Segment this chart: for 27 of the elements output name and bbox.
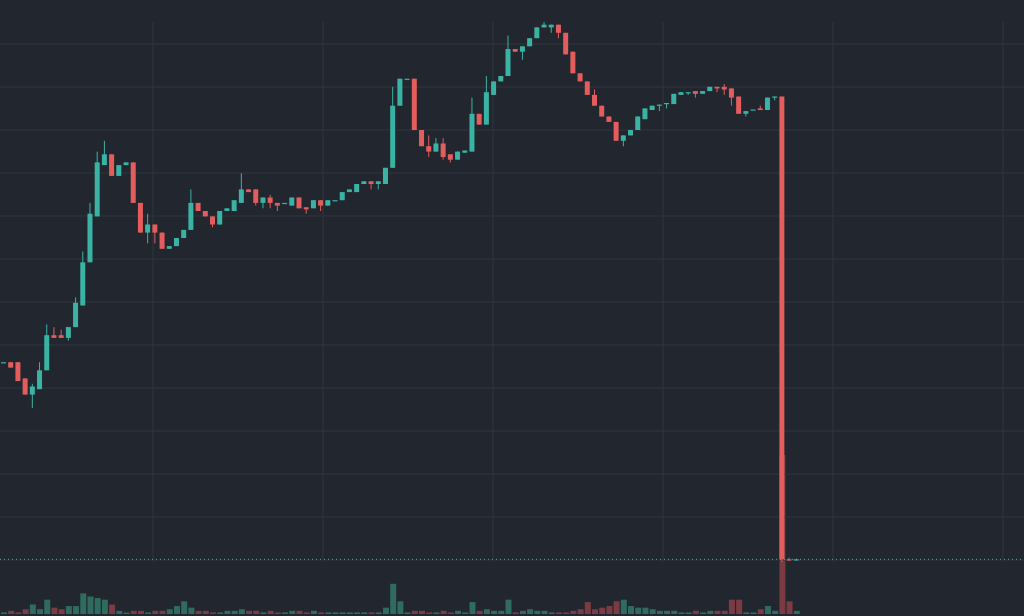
bar xyxy=(793,610,800,614)
bar xyxy=(505,599,512,614)
candlestick xyxy=(37,361,43,390)
candlestick xyxy=(260,197,266,209)
bar xyxy=(22,609,29,614)
candlestick xyxy=(440,137,446,161)
candlestick xyxy=(145,213,151,244)
bar xyxy=(159,610,166,614)
bar xyxy=(310,610,317,614)
bar xyxy=(692,610,699,614)
bar xyxy=(476,610,483,614)
bar xyxy=(152,610,159,614)
bar xyxy=(109,604,116,614)
candlestick xyxy=(238,172,244,204)
bar xyxy=(613,601,620,614)
candlestick xyxy=(51,326,57,339)
candlestick xyxy=(29,383,35,409)
bar xyxy=(58,609,65,614)
bar xyxy=(296,610,303,614)
candlestick xyxy=(109,153,115,177)
candlestick xyxy=(368,180,374,190)
bar xyxy=(116,610,123,614)
bar xyxy=(51,607,58,614)
candlestick xyxy=(101,140,107,166)
bar xyxy=(786,601,793,614)
candlestick xyxy=(426,134,432,158)
bar xyxy=(757,609,764,614)
